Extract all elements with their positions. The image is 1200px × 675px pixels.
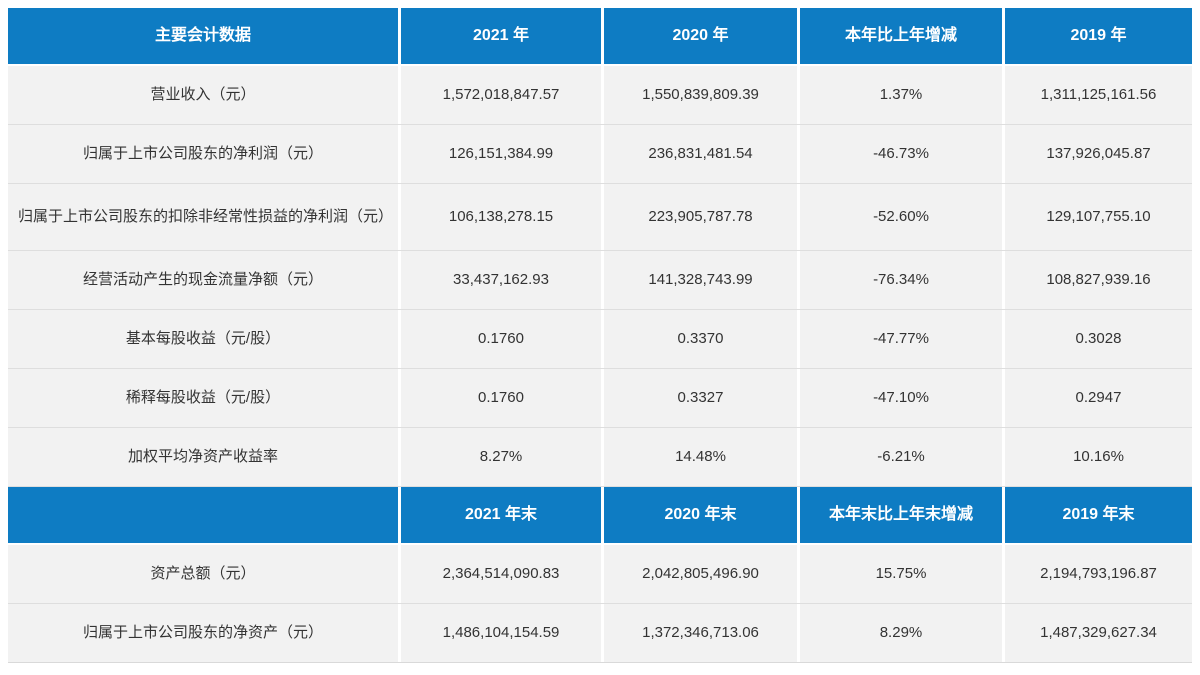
value-cell-2021: 1,486,104,154.59 <box>401 604 601 662</box>
col-header-2020-end: 2020 年末 <box>604 487 797 543</box>
value-cell-change: -47.10% <box>800 369 1002 427</box>
value-cell-2020: 0.3327 <box>604 369 797 427</box>
row-label-cell: 稀释每股收益（元/股） <box>8 369 398 427</box>
value-cell-2019: 129,107,755.10 <box>1005 184 1192 250</box>
value-cell-2021: 106,138,278.15 <box>401 184 601 250</box>
value-cell-2020: 0.3370 <box>604 310 797 368</box>
table-row-diluted-eps: 稀释每股收益（元/股） 0.1760 0.3327 -47.10% 0.2947 <box>8 369 1192 428</box>
value-cell-2021: 0.1760 <box>401 369 601 427</box>
value-cell-2020: 2,042,805,496.90 <box>604 545 797 603</box>
col-header-year-end-change: 本年末比上年末增减 <box>800 487 1002 543</box>
col-header-2020: 2020 年 <box>604 8 797 64</box>
value-cell-2020: 236,831,481.54 <box>604 125 797 183</box>
table-row-total-assets: 资产总额（元） 2,364,514,090.83 2,042,805,496.9… <box>8 545 1192 604</box>
value-cell-2019: 2,194,793,196.87 <box>1005 545 1192 603</box>
table-header-annual: 主要会计数据 2021 年 2020 年 本年比上年增减 2019 年 <box>8 8 1192 66</box>
col-header-2021-end: 2021 年末 <box>401 487 601 543</box>
table-row-net-assets: 归属于上市公司股东的净资产（元） 1,486,104,154.59 1,372,… <box>8 604 1192 662</box>
value-cell-change: -46.73% <box>800 125 1002 183</box>
value-cell-change: 1.37% <box>800 66 1002 124</box>
value-cell-2021: 126,151,384.99 <box>401 125 601 183</box>
table-row-net-profit: 归属于上市公司股东的净利润（元） 126,151,384.99 236,831,… <box>8 125 1192 184</box>
value-cell-change: -76.34% <box>800 251 1002 309</box>
row-label-cell: 归属于上市公司股东的净资产（元） <box>8 604 398 662</box>
col-header-empty <box>8 487 398 543</box>
value-cell-2021: 33,437,162.93 <box>401 251 601 309</box>
value-cell-2020: 14.48% <box>604 428 797 486</box>
value-cell-2020: 223,905,787.78 <box>604 184 797 250</box>
value-cell-2021: 8.27% <box>401 428 601 486</box>
value-cell-2019: 1,311,125,161.56 <box>1005 66 1192 124</box>
table-row-net-profit-excl-nonrecurring: 归属于上市公司股东的扣除非经常性损益的净利润（元） 106,138,278.15… <box>8 184 1192 251</box>
value-cell-change: -47.77% <box>800 310 1002 368</box>
table-row-revenue: 营业收入（元） 1,572,018,847.57 1,550,839,809.3… <box>8 66 1192 125</box>
col-header-yoy-change: 本年比上年增减 <box>800 8 1002 64</box>
row-label-cell: 经营活动产生的现金流量净额（元） <box>8 251 398 309</box>
value-cell-2019: 0.3028 <box>1005 310 1192 368</box>
value-cell-2021: 2,364,514,090.83 <box>401 545 601 603</box>
value-cell-2019: 0.2947 <box>1005 369 1192 427</box>
value-cell-2020: 1,550,839,809.39 <box>604 66 797 124</box>
table-row-operating-cash-flow: 经营活动产生的现金流量净额（元） 33,437,162.93 141,328,7… <box>8 251 1192 310</box>
value-cell-2021: 1,572,018,847.57 <box>401 66 601 124</box>
col-header-2019: 2019 年 <box>1005 8 1192 64</box>
row-label-cell: 加权平均净资产收益率 <box>8 428 398 486</box>
value-cell-change: 8.29% <box>800 604 1002 662</box>
value-cell-2019: 10.16% <box>1005 428 1192 486</box>
value-cell-2020: 1,372,346,713.06 <box>604 604 797 662</box>
row-label-cell: 资产总额（元） <box>8 545 398 603</box>
value-cell-change: 15.75% <box>800 545 1002 603</box>
value-cell-change: -6.21% <box>800 428 1002 486</box>
table-header-year-end: 2021 年末 2020 年末 本年末比上年末增减 2019 年末 <box>8 487 1192 545</box>
value-cell-2019: 137,926,045.87 <box>1005 125 1192 183</box>
col-header-2019-end: 2019 年末 <box>1005 487 1192 543</box>
row-label-cell: 归属于上市公司股东的扣除非经常性损益的净利润（元） <box>8 184 398 250</box>
value-cell-2020: 141,328,743.99 <box>604 251 797 309</box>
key-accounting-data-table: 主要会计数据 2021 年 2020 年 本年比上年增减 2019 年 营业收入… <box>8 8 1192 663</box>
value-cell-2019: 108,827,939.16 <box>1005 251 1192 309</box>
row-label-cell: 基本每股收益（元/股） <box>8 310 398 368</box>
table-row-weighted-avg-roe: 加权平均净资产收益率 8.27% 14.48% -6.21% 10.16% <box>8 428 1192 487</box>
row-label-cell: 营业收入（元） <box>8 66 398 124</box>
col-header-metric: 主要会计数据 <box>8 8 398 64</box>
col-header-2021: 2021 年 <box>401 8 601 64</box>
value-cell-change: -52.60% <box>800 184 1002 250</box>
value-cell-2021: 0.1760 <box>401 310 601 368</box>
row-label-cell: 归属于上市公司股东的净利润（元） <box>8 125 398 183</box>
value-cell-2019: 1,487,329,627.34 <box>1005 604 1192 662</box>
table-row-basic-eps: 基本每股收益（元/股） 0.1760 0.3370 -47.77% 0.3028 <box>8 310 1192 369</box>
